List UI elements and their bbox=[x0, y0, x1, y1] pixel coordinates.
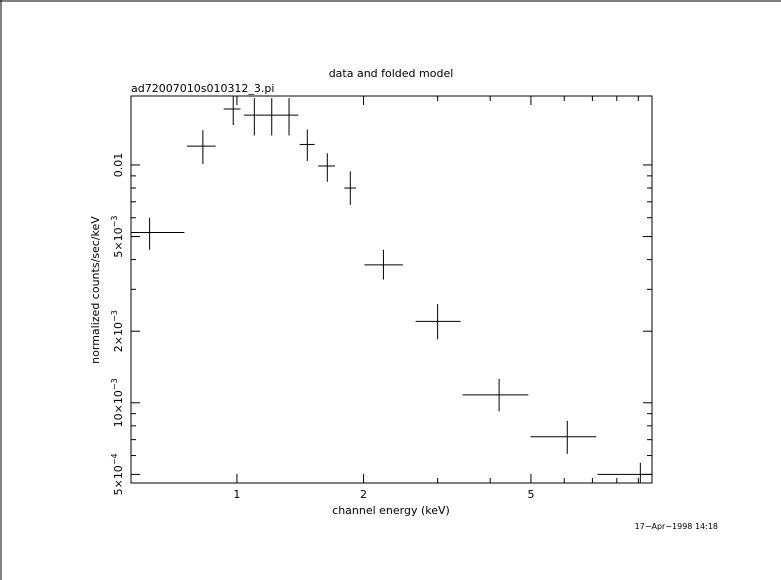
y-axis-ticks: 5×10−410×10−32×10−35×10−30.01 bbox=[110, 153, 652, 495]
data-point bbox=[462, 378, 529, 412]
y-tick-mantissa: 10 bbox=[112, 413, 125, 427]
data-point bbox=[530, 420, 597, 454]
data-point bbox=[223, 96, 241, 126]
y-tick-label: 2×10−3 bbox=[110, 310, 125, 352]
y-tick-mantissa: 5 bbox=[112, 251, 125, 258]
data-point bbox=[186, 130, 216, 164]
x-tick-label: 2 bbox=[360, 488, 367, 501]
data-point bbox=[318, 153, 335, 182]
y-tick-label: 10×10−3 bbox=[110, 378, 125, 427]
y-tick-times-sign: ×10 bbox=[112, 322, 125, 345]
data-point bbox=[299, 129, 315, 161]
chart-subtitle: ad72007010s010312_3.pi bbox=[131, 82, 274, 95]
y-tick-label: 5×10−3 bbox=[110, 216, 125, 258]
timestamp: 17−Apr−1998 14:18 bbox=[635, 522, 718, 531]
data-point bbox=[344, 171, 357, 205]
data-point bbox=[597, 462, 652, 483]
data-point bbox=[280, 98, 299, 136]
y-tick-label: 5×10−4 bbox=[110, 453, 125, 495]
y-tick-exponent: −3 bbox=[110, 310, 119, 322]
data-point bbox=[244, 98, 265, 136]
y-tick-mantissa: 2 bbox=[112, 345, 125, 352]
data-point bbox=[364, 249, 403, 280]
data-points bbox=[131, 96, 652, 483]
x-tick-label: 5 bbox=[527, 488, 534, 501]
y-axis-label: normalized counts/sec/keV bbox=[89, 216, 102, 364]
x-tick-label: 1 bbox=[233, 488, 240, 501]
data-point bbox=[131, 217, 185, 250]
data-point bbox=[415, 304, 461, 340]
y-tick-exponent: −4 bbox=[110, 453, 119, 465]
y-tick-exponent: −3 bbox=[110, 216, 119, 228]
data-point bbox=[264, 98, 281, 136]
chart-title: data and folded model bbox=[329, 67, 454, 80]
plot-area bbox=[130, 95, 653, 484]
y-tick-mantissa: 5 bbox=[112, 488, 125, 495]
y-tick-times-sign: ×10 bbox=[112, 227, 125, 250]
y-tick-exponent: −3 bbox=[110, 378, 119, 390]
y-tick-times-sign: ×10 bbox=[112, 465, 125, 488]
x-axis-ticks: 1 2 5 bbox=[233, 96, 639, 501]
x-axis-label: channel energy (keV) bbox=[332, 504, 450, 517]
y-tick-times-sign: ×10 bbox=[112, 390, 125, 413]
y-tick-label: 0.01 bbox=[112, 153, 125, 178]
